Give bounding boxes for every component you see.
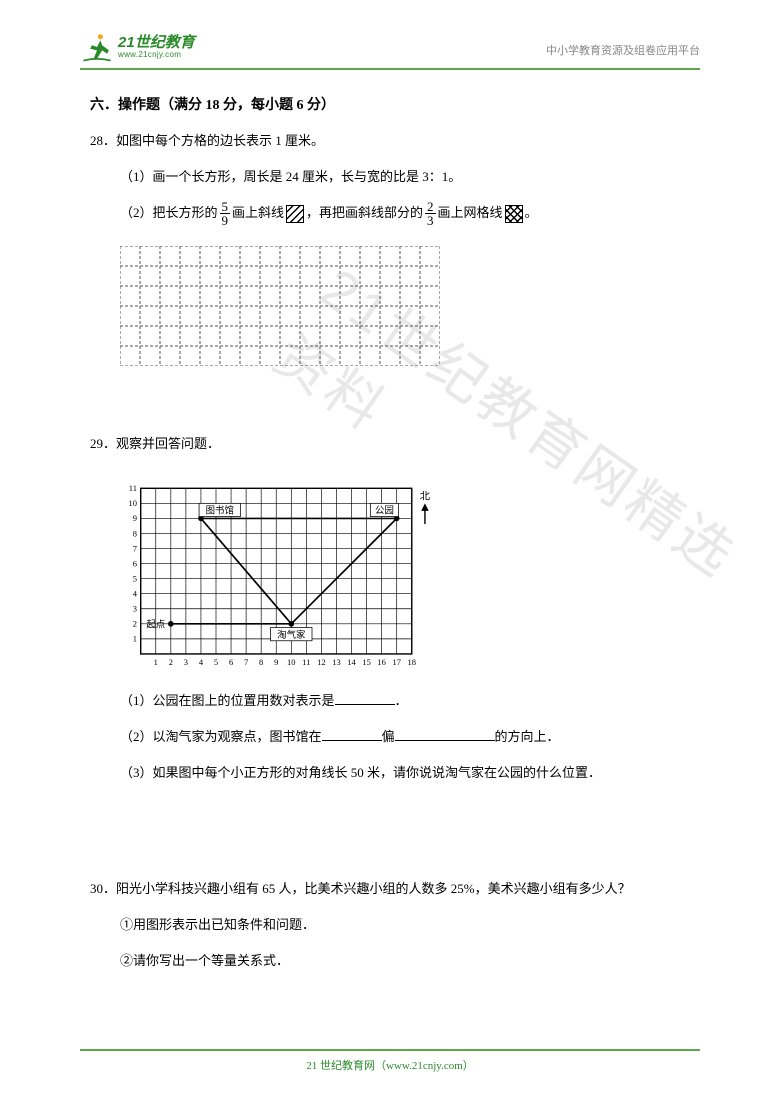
svg-text:公园: 公园 bbox=[375, 505, 394, 516]
q29-p2-c: 的方向上． bbox=[495, 729, 560, 744]
frac-num: 2 bbox=[425, 200, 436, 214]
svg-text:15: 15 bbox=[362, 657, 370, 667]
q29-p2-a: （2）以淘气家为观察点，图书馆在 bbox=[120, 729, 322, 744]
svg-text:16: 16 bbox=[377, 657, 385, 667]
svg-text:起点: 起点 bbox=[146, 619, 165, 630]
question-28: 28．如图中每个方格的边长表示 1 厘米。 bbox=[90, 128, 690, 154]
q28-blank-grid bbox=[120, 246, 440, 366]
svg-text:2: 2 bbox=[169, 657, 173, 667]
svg-text:图书馆: 图书馆 bbox=[206, 504, 234, 516]
logo-text: 21世纪教育 www.21cnjy.com bbox=[118, 35, 195, 59]
q30-part2: ②请你写出一个等量关系式． bbox=[90, 948, 690, 974]
svg-text:13: 13 bbox=[332, 657, 340, 667]
svg-text:6: 6 bbox=[229, 657, 233, 667]
page-footer: 21 世纪教育网（www.21cnjy.com） bbox=[80, 1049, 700, 1073]
svg-text:3: 3 bbox=[133, 603, 137, 613]
svg-text:3: 3 bbox=[184, 657, 188, 667]
q30-stem: 阳光小学科技兴趣小组有 65 人，比美术兴趣小组的人数多 25%，美术兴趣小组有… bbox=[116, 881, 631, 896]
svg-text:9: 9 bbox=[274, 657, 278, 667]
q28-p2-a: （2）把长方形的 bbox=[120, 205, 218, 220]
section-title: 六．操作题（满分 18 分，每小题 6 分） bbox=[90, 94, 690, 114]
frac-num: 5 bbox=[220, 200, 231, 214]
svg-text:9: 9 bbox=[133, 513, 137, 523]
q29-part1: （1）公园在图上的位置用数对表示是 ． bbox=[90, 688, 690, 714]
svg-text:14: 14 bbox=[347, 657, 356, 667]
logo-icon bbox=[80, 30, 114, 64]
svg-text:5: 5 bbox=[214, 657, 218, 667]
svg-text:10: 10 bbox=[128, 498, 136, 508]
svg-text:淘气家: 淘气家 bbox=[277, 628, 306, 640]
diagonal-pattern-icon bbox=[286, 205, 304, 223]
svg-text:18: 18 bbox=[408, 657, 416, 667]
header-right-text: 中小学教育资源及组卷应用平台 bbox=[546, 42, 700, 64]
q29-number: 29． bbox=[90, 431, 116, 457]
blank-1 bbox=[335, 691, 395, 705]
q30-part1: ①用图形表示出已知条件和问题． bbox=[90, 912, 690, 938]
q28-p2-e: 。 bbox=[525, 205, 538, 220]
svg-text:8: 8 bbox=[259, 657, 263, 667]
frac-den: 3 bbox=[425, 214, 436, 227]
logo-cn-accent: 21 bbox=[118, 34, 135, 51]
svg-text:北: 北 bbox=[420, 490, 431, 502]
cross-pattern-icon bbox=[505, 205, 523, 223]
q28-part2: （2）把长方形的59画上斜线 ，再把画斜线部分的23画上网格线 。 bbox=[90, 200, 690, 228]
svg-text:11: 11 bbox=[129, 483, 137, 493]
svg-text:10: 10 bbox=[287, 657, 295, 667]
blank-2 bbox=[322, 727, 382, 741]
svg-text:7: 7 bbox=[244, 657, 248, 667]
footer-text-a: 21 世纪教育网（ bbox=[306, 1060, 386, 1072]
svg-text:17: 17 bbox=[392, 657, 400, 667]
question-30: 30．阳光小学科技兴趣小组有 65 人，比美术兴趣小组的人数多 25%，美术兴趣… bbox=[90, 876, 690, 902]
svg-text:12: 12 bbox=[317, 657, 325, 667]
footer-text-b: ） bbox=[463, 1060, 474, 1072]
page-header: 21世纪教育 www.21cnjy.com 中小学教育资源及组卷应用平台 bbox=[0, 0, 780, 74]
footer-url: www.21cnjy.com bbox=[386, 1060, 463, 1072]
svg-text:6: 6 bbox=[133, 558, 137, 568]
footer-divider bbox=[80, 1049, 700, 1051]
q30-number: 30． bbox=[90, 876, 116, 902]
svg-text:4: 4 bbox=[199, 657, 204, 667]
frac-den: 9 bbox=[220, 214, 231, 227]
fraction-2-3: 23 bbox=[425, 200, 436, 227]
svg-text:8: 8 bbox=[133, 528, 137, 538]
logo-cn-main: 世纪教育 bbox=[135, 34, 195, 51]
q29-stem: 观察并回答问题． bbox=[116, 436, 220, 451]
header-divider bbox=[80, 68, 700, 70]
svg-text:1: 1 bbox=[154, 657, 158, 667]
q28-p2-b: 画上斜线 bbox=[232, 205, 284, 220]
page-content: 六．操作题（满分 18 分，每小题 6 分） 28．如图中每个方格的边长表示 1… bbox=[0, 74, 780, 974]
svg-text:2: 2 bbox=[133, 618, 137, 628]
blank-3 bbox=[395, 727, 495, 741]
q29-part3: （3）如果图中每个小正方形的对角线长 50 米，请你说说淘气家在公园的什么位置． bbox=[90, 760, 690, 786]
q29-p2-b: 偏 bbox=[382, 729, 395, 744]
q28-part1: （1）画一个长方形，周长是 24 厘米，长与宽的比是 3：1。 bbox=[90, 164, 690, 190]
q29-p1-b: ． bbox=[395, 693, 408, 708]
q29-part2: （2）以淘气家为观察点，图书馆在 偏 的方向上． bbox=[90, 724, 690, 750]
q28-p2-c: ，再把画斜线部分的 bbox=[306, 205, 423, 220]
q29-coordinate-chart: 1234567891011121314151617181234567891011… bbox=[120, 473, 440, 673]
question-29: 29．观察并回答问题． bbox=[90, 431, 690, 457]
logo-url: www.21cnjy.com bbox=[118, 51, 195, 59]
svg-text:5: 5 bbox=[133, 573, 137, 583]
svg-text:4: 4 bbox=[133, 588, 138, 598]
q28-p2-d: 画上网格线 bbox=[438, 205, 503, 220]
svg-text:11: 11 bbox=[302, 657, 310, 667]
q28-stem: 如图中每个方格的边长表示 1 厘米。 bbox=[116, 133, 324, 148]
svg-text:1: 1 bbox=[133, 633, 137, 643]
svg-text:7: 7 bbox=[133, 543, 137, 553]
footer-text: 21 世纪教育网（www.21cnjy.com） bbox=[80, 1057, 700, 1073]
q28-number: 28． bbox=[90, 128, 116, 154]
fraction-5-9: 59 bbox=[220, 200, 231, 227]
q29-p1-a: （1）公园在图上的位置用数对表示是 bbox=[120, 693, 335, 708]
logo: 21世纪教育 www.21cnjy.com bbox=[80, 30, 195, 64]
